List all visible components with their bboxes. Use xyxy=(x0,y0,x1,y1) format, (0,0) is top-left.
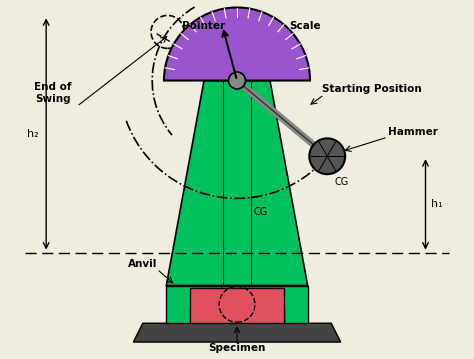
Polygon shape xyxy=(133,323,341,342)
Text: CG: CG xyxy=(334,177,348,187)
Circle shape xyxy=(310,138,345,174)
Text: End of
Swing: End of Swing xyxy=(35,82,72,104)
Text: Anvil: Anvil xyxy=(128,259,157,269)
Text: Scale: Scale xyxy=(289,21,320,31)
Text: h₁: h₁ xyxy=(431,199,443,209)
Polygon shape xyxy=(166,80,308,285)
Text: CG: CG xyxy=(254,207,268,217)
Text: Hammer: Hammer xyxy=(388,127,438,137)
Wedge shape xyxy=(164,8,310,80)
Circle shape xyxy=(228,72,246,89)
Text: h₂: h₂ xyxy=(27,129,39,139)
Text: Specimen: Specimen xyxy=(208,344,266,354)
Polygon shape xyxy=(190,288,284,323)
Text: Pointer: Pointer xyxy=(182,21,226,31)
Text: Starting Position: Starting Position xyxy=(322,84,421,94)
Polygon shape xyxy=(166,285,308,323)
